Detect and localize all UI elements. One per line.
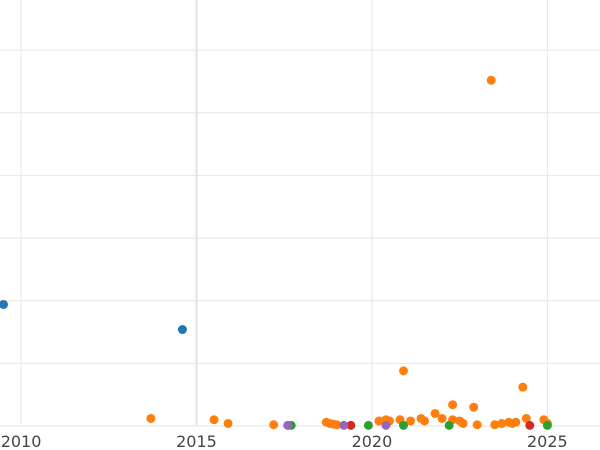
data-point xyxy=(511,417,521,427)
data-point xyxy=(0,299,9,309)
data-point xyxy=(363,420,373,430)
data-point xyxy=(469,402,479,412)
data-point xyxy=(374,416,384,426)
data-point xyxy=(346,420,356,430)
data-point xyxy=(146,413,156,423)
data-point xyxy=(472,420,482,430)
data-point xyxy=(223,418,233,428)
data-point xyxy=(518,382,528,392)
data-point xyxy=(420,416,430,426)
data-point xyxy=(542,420,552,430)
data-point xyxy=(399,366,409,376)
data-point xyxy=(437,413,447,423)
x-tick-label: 2025 xyxy=(527,432,568,450)
data-point xyxy=(269,420,279,430)
x-tick-label: 2015 xyxy=(176,432,217,450)
data-point xyxy=(486,75,496,85)
data-point xyxy=(399,420,409,430)
data-point xyxy=(490,420,500,430)
data-point xyxy=(209,415,219,425)
x-axis-ticks: 2010 2015 2020 2025 xyxy=(1,432,568,450)
data-point xyxy=(177,325,187,335)
data-point xyxy=(406,416,416,426)
data-point xyxy=(283,420,293,430)
x-tick-label: 2010 xyxy=(1,432,42,450)
data-point xyxy=(525,420,535,430)
grid xyxy=(0,0,600,427)
data-point xyxy=(339,420,349,430)
data-point xyxy=(430,408,440,418)
x-tick-label: 2020 xyxy=(352,432,393,450)
data-point xyxy=(458,418,468,428)
data-point xyxy=(497,418,507,428)
data-point xyxy=(448,400,458,410)
data-points xyxy=(0,75,552,430)
data-point xyxy=(332,420,342,430)
data-point xyxy=(521,413,531,423)
data-point xyxy=(444,420,454,430)
data-point xyxy=(381,420,391,430)
